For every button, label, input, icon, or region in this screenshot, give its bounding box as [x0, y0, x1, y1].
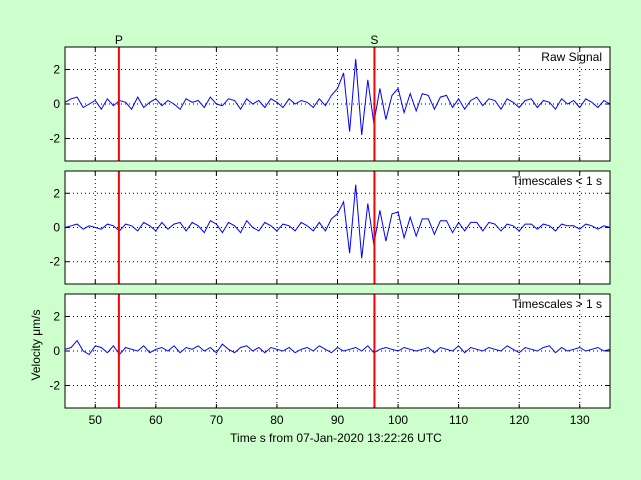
- phase-marker-label: S: [370, 33, 378, 47]
- phase-marker-label: P: [115, 33, 123, 47]
- panel-title: Timescales > 1 s: [512, 297, 602, 311]
- chart-panels: -2 0 2 Raw Signal P S -2 0 2 Timescales < 1 s -2 0 2…: [49, 33, 611, 427]
- signal-trace: [64, 339, 611, 356]
- y-tick-label: 0: [53, 344, 60, 358]
- y-tick-label: 0: [53, 221, 60, 235]
- panel-1: -2 0 2 Raw Signal P S: [49, 33, 611, 162]
- x-tick-label: 80: [270, 413, 284, 427]
- signal-trace: [64, 184, 611, 259]
- x-tick-label: 120: [509, 413, 529, 427]
- x-tick-label: 70: [210, 413, 224, 427]
- y-tick-label: -2: [49, 132, 60, 146]
- signal-trace: [64, 59, 611, 136]
- y-axis-label: Velocity μm/s: [29, 310, 43, 381]
- y-tick-label: -2: [49, 255, 60, 269]
- x-tick-label: 60: [149, 413, 163, 427]
- panel-title: Raw Signal: [541, 50, 602, 64]
- x-tick-label: 50: [89, 413, 103, 427]
- panel-title: Timescales < 1 s: [512, 174, 602, 188]
- y-tick-label: 0: [53, 97, 60, 111]
- panel-3: -2 0 2 Timescales > 1 s 50 60 70 80 90 100 110 120 1…: [49, 293, 611, 427]
- x-axis-label: Time s from 07-Jan-2020 13:22:26 UTC: [230, 431, 442, 445]
- y-tick-label: 2: [53, 186, 60, 200]
- y-tick-label: 2: [53, 62, 60, 76]
- x-tick-label: 110: [449, 413, 468, 427]
- x-tick-label: 100: [388, 413, 408, 427]
- panel-2: -2 0 2 Timescales < 1 s: [49, 170, 611, 285]
- y-tick-label: 2: [53, 309, 60, 323]
- x-tick-label: 90: [331, 413, 345, 427]
- x-tick-label: 130: [570, 413, 590, 427]
- y-tick-label: -2: [49, 379, 60, 393]
